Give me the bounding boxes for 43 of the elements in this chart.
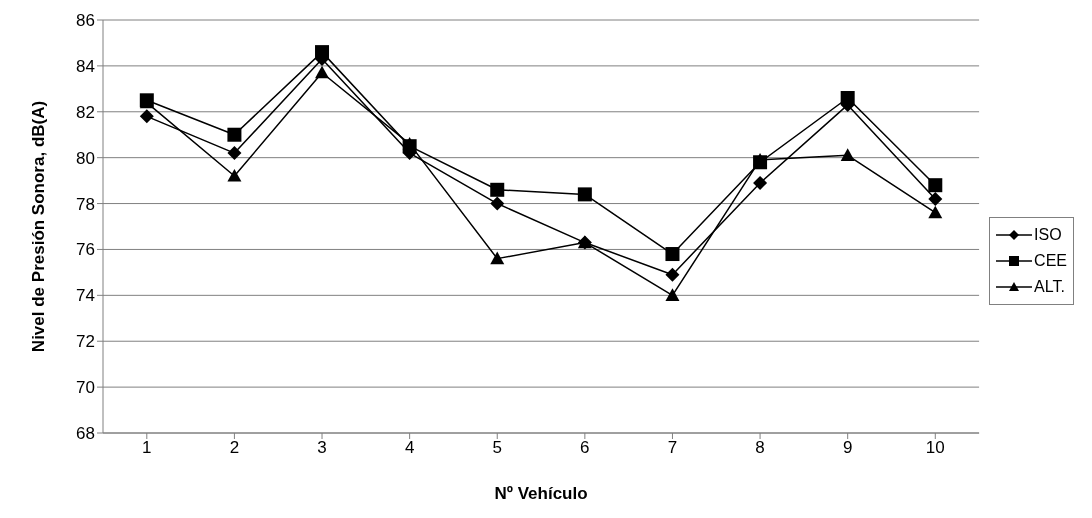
point [665, 267, 680, 282]
x-tick-label: 9 [842, 438, 853, 458]
point [139, 109, 154, 124]
point [665, 288, 680, 301]
x-tick-label: 6 [580, 438, 590, 458]
point [840, 148, 855, 161]
point [227, 127, 242, 142]
y-tick-label: 78 [76, 194, 95, 214]
y-tick-label: 72 [76, 332, 95, 352]
point [227, 169, 242, 182]
y-tick-label: 84 [76, 56, 95, 76]
legend-label: ALT. [1034, 277, 1065, 296]
legend-label: ISO [1034, 225, 1062, 244]
y-tick-label: 70 [76, 378, 95, 398]
y-tick-label: 86 [76, 11, 95, 31]
x-tick-label: 3 [317, 438, 327, 458]
x-tick-label: 4 [404, 438, 415, 458]
y-tick-label: 76 [76, 240, 95, 260]
x-tick-label: 7 [667, 438, 678, 458]
y-tick-label: 74 [76, 286, 95, 306]
point [928, 178, 943, 193]
point [665, 247, 680, 262]
y-tick-label: 80 [76, 148, 95, 168]
x-tick-label: 2 [229, 438, 240, 458]
point [227, 146, 242, 161]
point [490, 182, 505, 197]
point [490, 196, 505, 211]
point [928, 205, 943, 219]
x-tick-label: 1 [142, 438, 152, 458]
point [490, 251, 505, 265]
x-tick-label: 8 [755, 438, 765, 458]
x-tick-label: 10 [925, 438, 945, 458]
x-tick-label: 5 [492, 438, 502, 458]
point [753, 155, 768, 170]
y-tick-label: 82 [76, 102, 95, 122]
legend-label: CEE [1034, 251, 1067, 270]
point [928, 191, 943, 206]
x-axis-title: Nº Vehículo [494, 484, 588, 503]
y-tick-label: 68 [76, 424, 95, 444]
y-axis-title: Nivel de Presión Sonora, dB(A) [29, 100, 49, 353]
point [753, 175, 768, 190]
point [315, 65, 330, 79]
point [577, 187, 592, 202]
